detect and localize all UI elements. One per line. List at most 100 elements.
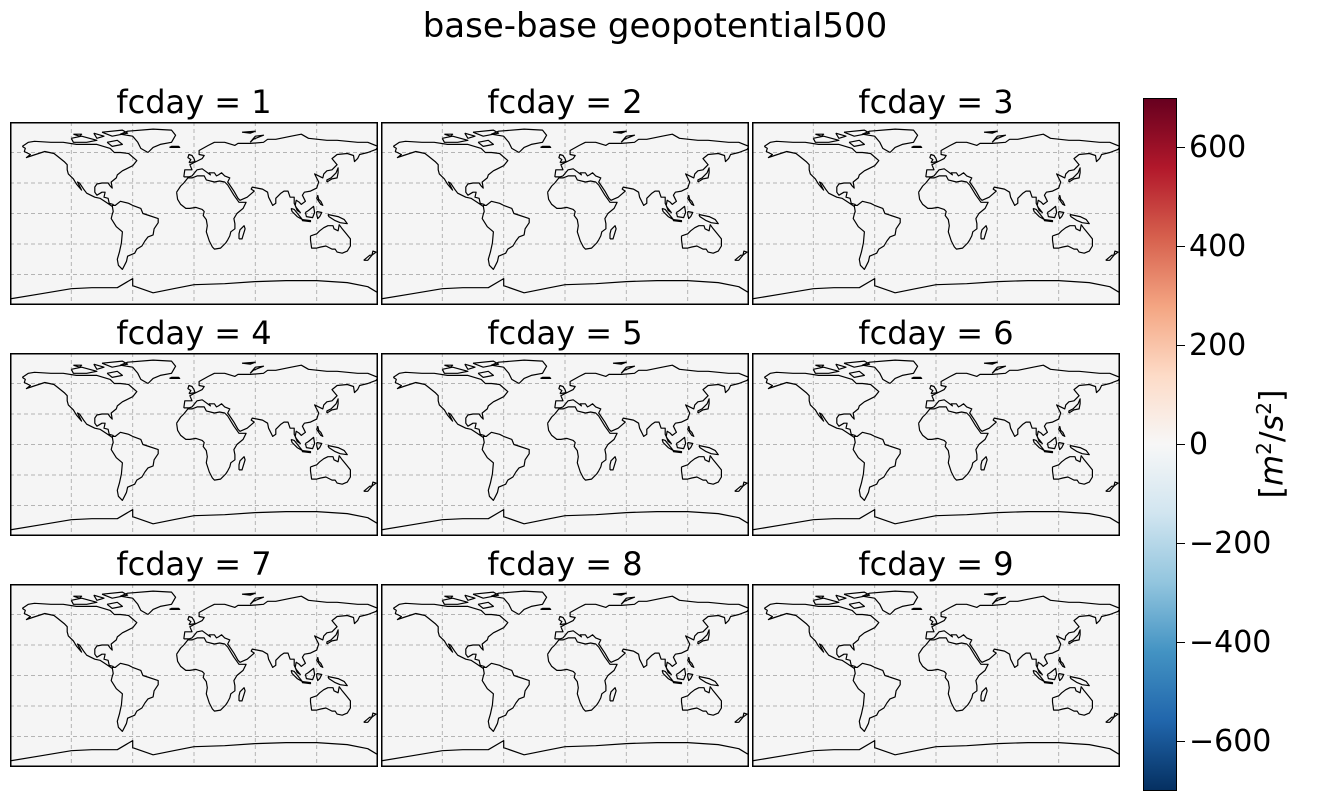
coastline — [392, 371, 509, 439]
coastline — [490, 590, 548, 616]
map-frame — [381, 353, 749, 536]
coastline — [540, 607, 552, 610]
coastline — [852, 662, 901, 732]
coastline — [848, 139, 866, 147]
coastline — [1051, 686, 1093, 716]
coastline — [304, 667, 316, 681]
coastline — [381, 278, 749, 300]
coastline — [680, 455, 722, 485]
coastline — [301, 219, 312, 223]
coastline — [698, 444, 719, 456]
coastline — [464, 363, 476, 370]
coastline — [106, 601, 124, 609]
coastline — [861, 359, 919, 385]
coastline — [241, 361, 256, 365]
coastline — [852, 431, 901, 501]
coastline — [1058, 441, 1065, 451]
coastline — [490, 128, 548, 154]
panel-title: fcday = 2 — [487, 83, 643, 121]
coastline — [554, 133, 749, 214]
world-map — [10, 122, 378, 305]
coastline — [392, 602, 509, 670]
coastline — [326, 167, 339, 183]
coastline — [183, 364, 378, 445]
map-frame — [10, 353, 378, 536]
coastline — [477, 139, 495, 147]
map-panel: fcday = 1 — [10, 84, 378, 305]
coastline — [991, 365, 1007, 374]
panel-title: fcday = 3 — [858, 83, 1014, 121]
coastline — [10, 509, 378, 531]
coastline — [918, 175, 989, 250]
coastline — [444, 595, 454, 599]
coastline — [1113, 712, 1119, 718]
coastline — [316, 426, 324, 438]
coastline — [1058, 210, 1065, 220]
coastline — [554, 595, 749, 676]
coastline — [93, 363, 105, 370]
colorbar-tick — [1177, 245, 1185, 248]
coastline — [464, 594, 476, 601]
panel-title: fcday = 6 — [858, 314, 1014, 352]
coastline — [249, 134, 265, 143]
coastline — [301, 450, 312, 454]
coastline — [925, 595, 1120, 676]
colorbar-tick-label: 0 — [1189, 426, 1209, 462]
coastline — [1068, 167, 1081, 183]
coastline — [309, 224, 351, 254]
coastline — [672, 681, 683, 685]
coastline — [327, 213, 348, 225]
coastline — [304, 436, 316, 450]
coastline — [1105, 485, 1115, 492]
coastline — [925, 364, 1120, 445]
coastline — [464, 132, 476, 139]
panel-title: fcday = 7 — [116, 545, 272, 583]
coastline — [381, 740, 749, 762]
coastline — [73, 364, 83, 368]
colorbar-tick-label: 600 — [1189, 129, 1247, 165]
coastline — [680, 686, 722, 716]
map-panel: fcday = 2 — [381, 84, 749, 305]
world-map — [381, 122, 749, 305]
coastline — [672, 450, 683, 454]
coastline — [290, 669, 303, 683]
coastline — [241, 592, 256, 596]
coastline — [326, 398, 339, 414]
coastline — [309, 686, 351, 716]
coastline — [1046, 436, 1058, 450]
coastline — [815, 595, 825, 599]
map-panel: fcday = 9 — [752, 546, 1120, 767]
coastline — [558, 153, 567, 164]
coastline — [835, 132, 847, 139]
coastline — [481, 200, 530, 270]
colorbar-tick — [1177, 740, 1185, 743]
coastline — [169, 145, 181, 148]
map-frame — [381, 122, 749, 305]
coastline — [371, 250, 377, 256]
coastline — [752, 278, 1120, 300]
coastline — [763, 602, 880, 670]
coastline — [680, 224, 722, 254]
coastline — [73, 595, 83, 599]
colorbar-tick — [1177, 344, 1185, 347]
coastline — [609, 687, 617, 702]
coastline — [1113, 481, 1119, 487]
map-panel: fcday = 7 — [10, 546, 378, 767]
coastline — [980, 225, 988, 240]
coastline — [371, 481, 377, 487]
coastline — [101, 129, 129, 137]
coastline — [1058, 672, 1065, 682]
colorbar-tick-label: 400 — [1189, 228, 1247, 264]
colorbar-axis: 600 400 200 0 −200 −400 −600 — [1177, 0, 1297, 802]
coastline — [843, 360, 871, 368]
map-frame — [10, 584, 378, 767]
coastline — [983, 592, 998, 596]
world-map — [381, 584, 749, 767]
coastline — [929, 384, 938, 395]
coastline — [363, 716, 373, 723]
coastline — [371, 712, 377, 718]
coastline — [925, 133, 1120, 214]
colorbar-label-text: [m2/s2] — [1252, 389, 1291, 499]
coastline — [929, 615, 938, 626]
coastline — [687, 672, 694, 682]
